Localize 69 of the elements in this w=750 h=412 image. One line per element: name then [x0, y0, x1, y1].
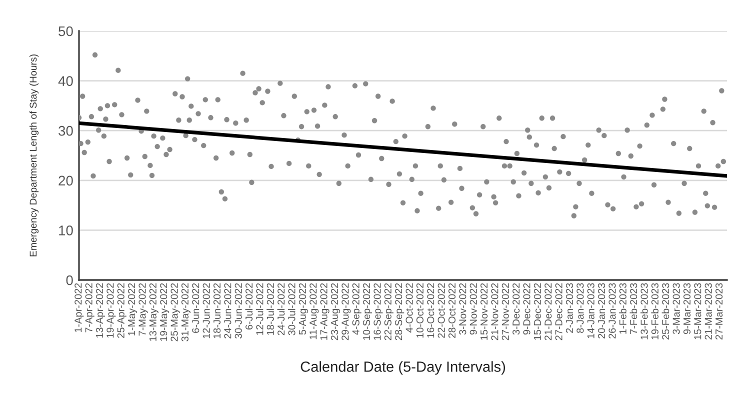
- x-tick-label: 3-Mar-2023: [672, 283, 680, 334]
- x-axis-title: Calendar Date (5-Day Intervals): [300, 361, 506, 375]
- x-tick-label: 24-Jul-2022: [277, 283, 285, 336]
- x-tick-label: 7-May-2022: [138, 283, 148, 336]
- x-tick-label: 25-May-2022: [170, 283, 180, 342]
- x-tick-label: 22-Sep-2022: [384, 283, 394, 340]
- x-tick-label: 14-Jan-2023: [587, 283, 594, 338]
- x-tick-label: 27-Dec-2022: [555, 283, 562, 340]
- x-tick-label: 16-Sep-2022: [374, 283, 383, 340]
- x-tick-label: 11-Aug-2022: [310, 283, 319, 340]
- y-axis-title: Emergency Department Length of Stay (Hours): [29, 54, 39, 256]
- x-tick-label: 28-Sep-2022: [395, 283, 404, 340]
- y-tick-label: 50: [58, 26, 73, 36]
- x-tick-label: 21-Nov-2022: [491, 283, 498, 340]
- x-tick-label: 19-Feb-2023: [651, 283, 658, 340]
- x-tick-label: 30-Jul-2022: [288, 283, 296, 336]
- y-tick-label: 40: [58, 76, 73, 86]
- x-tick-label: 19-May-2022: [160, 283, 170, 341]
- x-tick-label: 7-Feb-2023: [630, 283, 638, 334]
- x-tick-label: 13-Apr-2022: [96, 283, 106, 338]
- x-tick-label: 27-Nov-2022: [502, 283, 509, 340]
- x-tick-label: 22-Oct-2022: [438, 283, 445, 338]
- x-tick-label: 3-Dec-2022: [512, 283, 520, 335]
- x-tick-label: 26-Jan-2023: [608, 283, 616, 338]
- y-tick-label: 0: [66, 275, 73, 286]
- x-tick-label: 8-Jan-2023: [576, 283, 584, 333]
- x-tick-label: 27-Mar-2023: [715, 283, 723, 340]
- x-tick-label: 25-Apr-2022: [117, 283, 126, 338]
- x-tick-label: 29-Aug-2022: [342, 283, 351, 340]
- x-tick-label: 18-Jun-2022: [213, 283, 221, 338]
- x-tick-label: 4-Sep-2022: [352, 283, 362, 335]
- x-tick-label: 1-May-2022: [128, 283, 138, 336]
- x-tick-label: 10-Sep-2022: [363, 283, 372, 340]
- x-tick-label: 6-Jun-2022: [192, 283, 200, 333]
- x-tick-label: 15-Mar-2023: [694, 283, 702, 340]
- x-tick-label: 21-Mar-2023: [704, 283, 712, 340]
- x-tick-label: 12-Jul-2022: [256, 283, 264, 335]
- x-tick-label: 28-Oct-2022: [448, 283, 456, 338]
- x-tick-label: 5-Aug-2022: [298, 283, 308, 335]
- x-tick-label: 31-May-2022: [181, 283, 190, 342]
- x-tick-label: 18-Jul-2022: [266, 283, 274, 335]
- x-tick-label: 19-Apr-2022: [106, 283, 116, 338]
- x-tick-label: 24-Jun-2022: [224, 283, 232, 338]
- x-tick-label: 16-Oct-2022: [427, 283, 434, 338]
- x-tick-label: 9-Mar-2023: [683, 283, 691, 334]
- x-tick-label: 21-Dec-2022: [544, 283, 552, 340]
- x-tick-label: 6-Jul-2022: [245, 283, 253, 330]
- x-tick-label: 15-Nov-2022: [480, 283, 488, 340]
- x-tick-label: 15-Dec-2022: [534, 283, 541, 340]
- x-tick-label: 23-Aug-2022: [330, 283, 340, 340]
- x-tick-label: 13-Feb-2023: [640, 283, 648, 340]
- x-tick-label: 3-Nov-2022: [459, 283, 466, 335]
- x-tick-label: 13-May-2022: [149, 283, 158, 341]
- y-tick-label: 30: [58, 126, 73, 136]
- x-tick-label: 10-Oct-2022: [416, 283, 424, 338]
- x-tick-label: 2-Jan-2023: [566, 283, 574, 333]
- x-tick-label: 17-Aug-2022: [320, 283, 330, 340]
- x-tick-label: 1-Apr-2022: [74, 283, 84, 332]
- x-tick-label: 1-Feb-2023: [619, 283, 626, 334]
- x-tick-label: 4-Oct-2022: [406, 283, 413, 333]
- x-tick-label: 25-Feb-2023: [662, 283, 670, 340]
- x-tick-label: 9-Dec-2022: [523, 283, 530, 335]
- x-tick-label: 20-Jan-2023: [598, 283, 606, 338]
- x-tick-label: 7-Apr-2022: [85, 283, 94, 332]
- x-tick-label: 9-Nov-2022: [470, 283, 477, 335]
- x-tick-label: 30-Jun-2022: [234, 283, 242, 339]
- x-tick-label: 12-Jun-2022: [202, 283, 210, 338]
- y-tick-label: 10: [59, 226, 73, 236]
- y-tick-label: 20: [58, 176, 73, 186]
